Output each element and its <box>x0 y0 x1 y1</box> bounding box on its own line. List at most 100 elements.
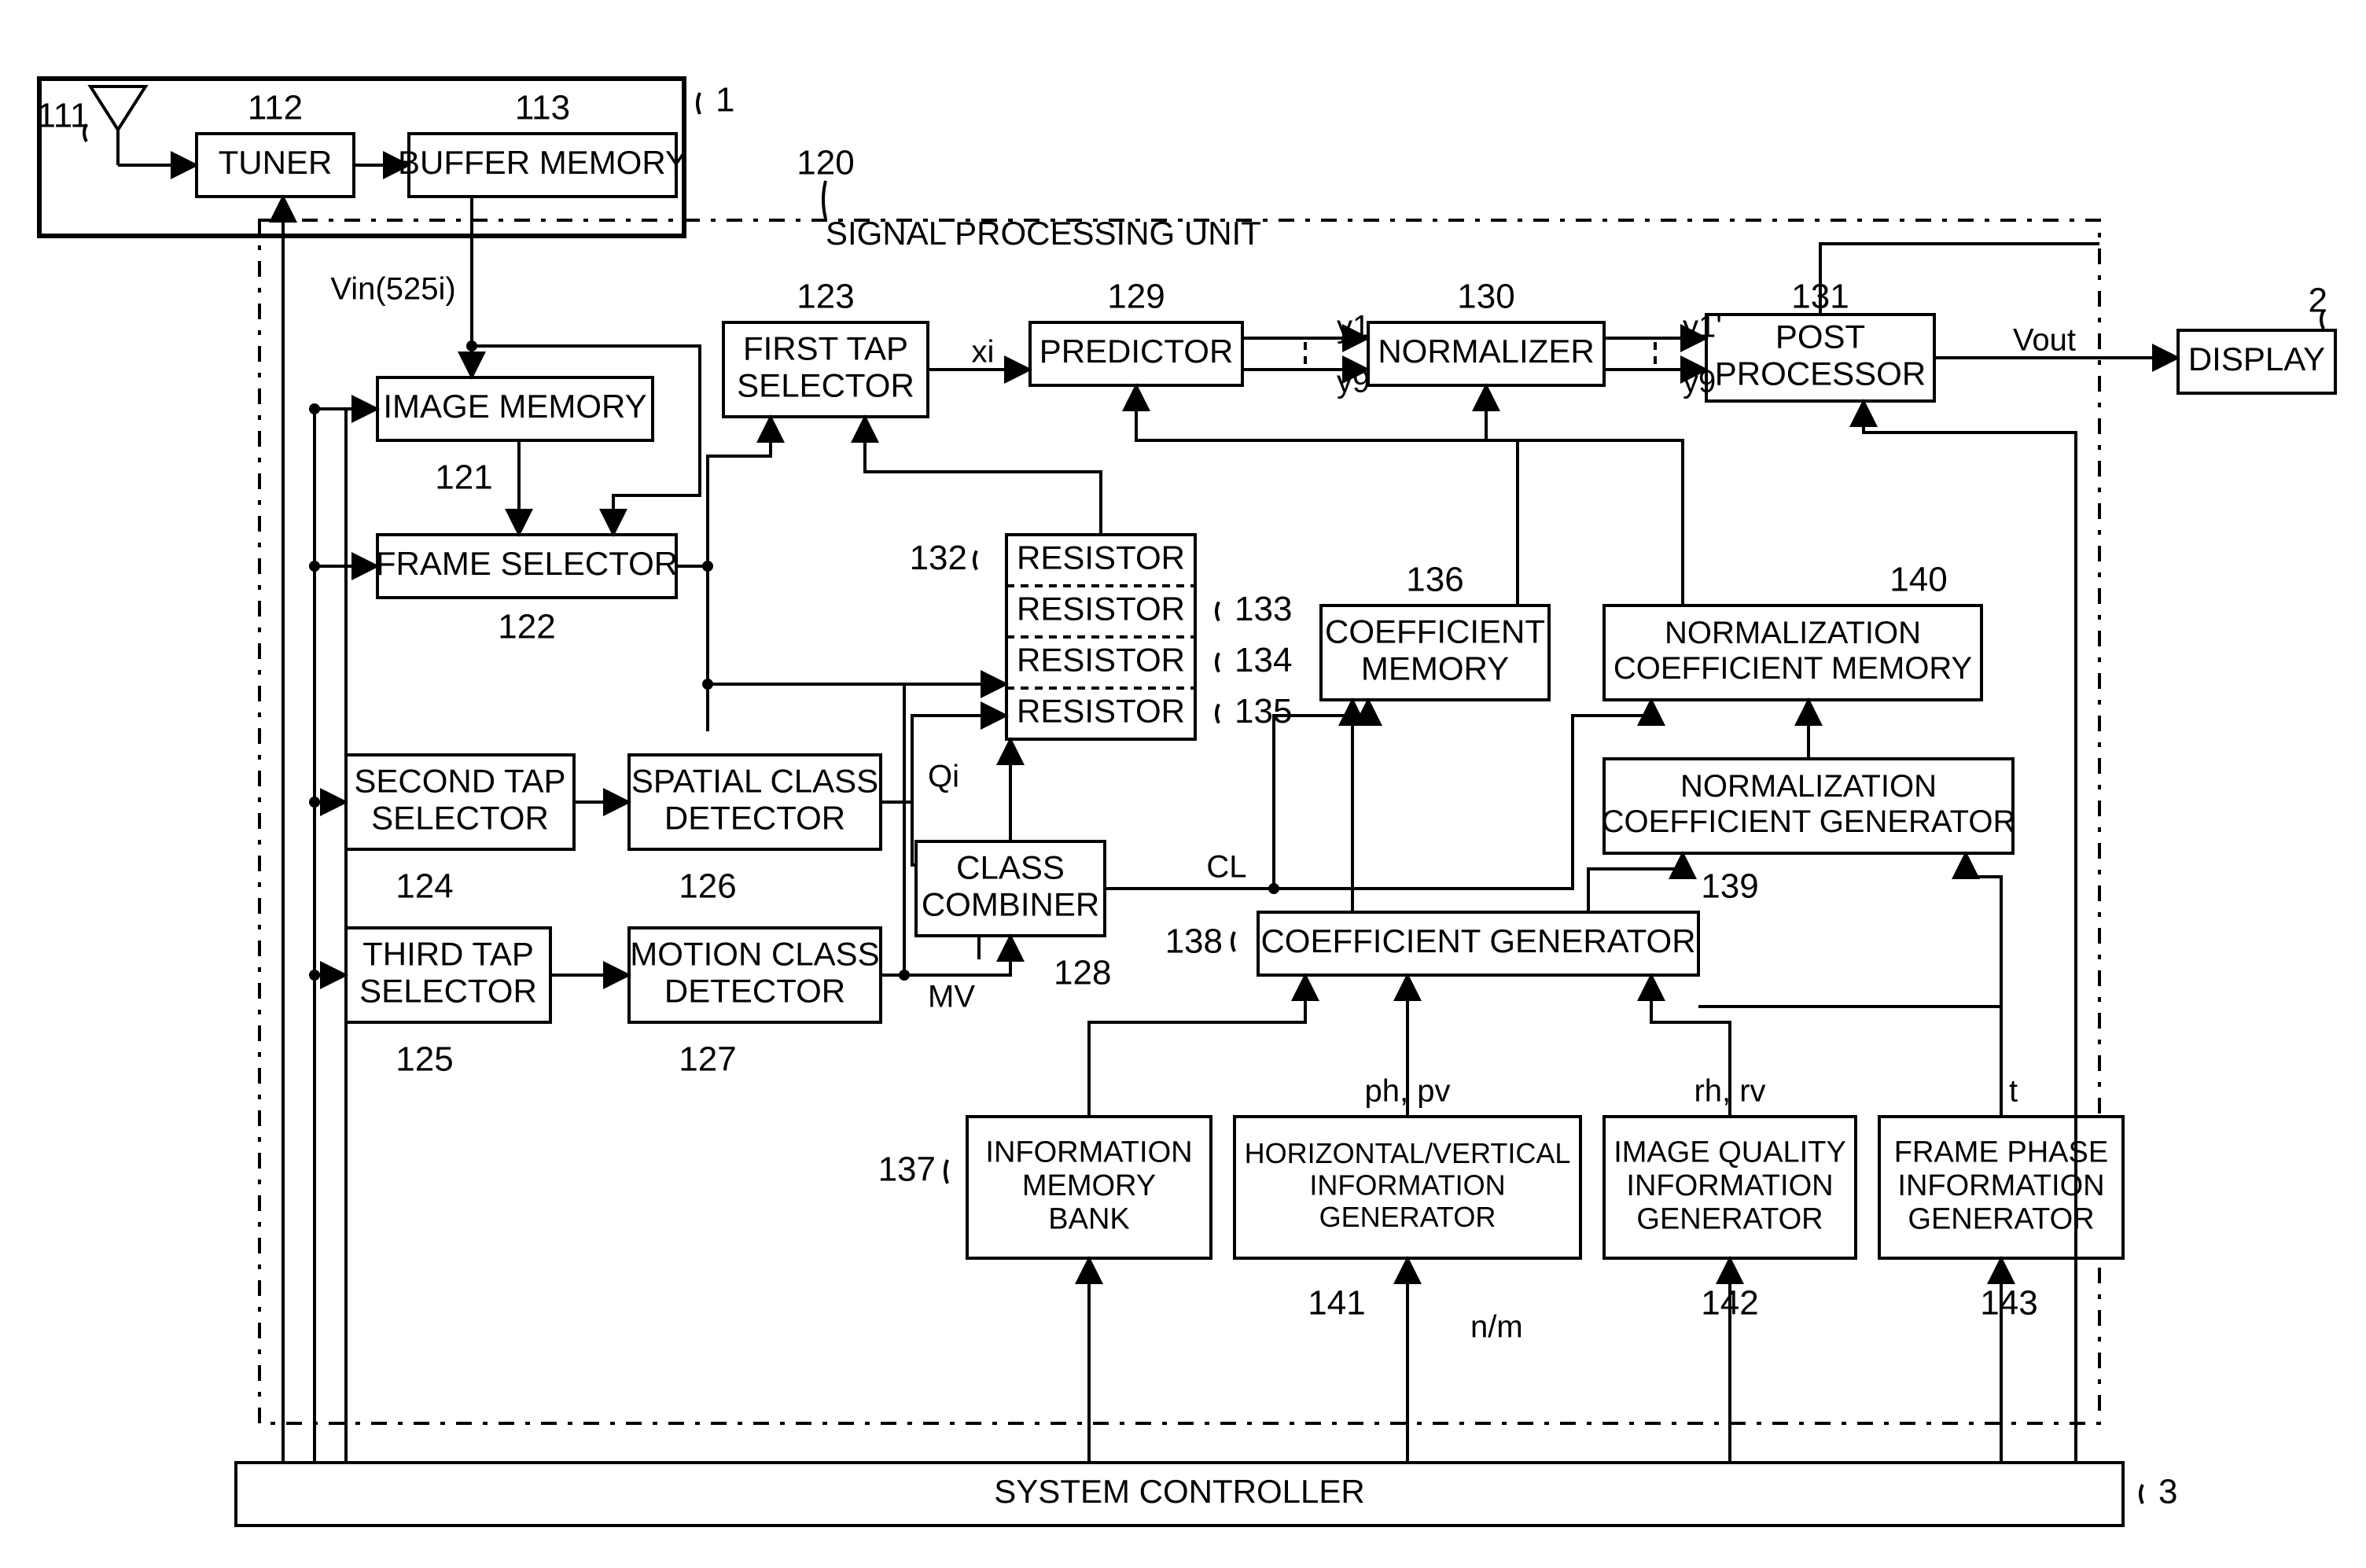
wire <box>1274 700 1651 889</box>
normalizer-block: NORMALIZER <box>1368 322 1604 385</box>
ref-information_memory_bank: 137 <box>878 1150 936 1189</box>
wire <box>865 417 1101 535</box>
coefficient-generator-block: COEFFICIENT GENERATOR <box>1258 912 1698 975</box>
third-tap-selector-block: THIRD TAPSELECTOR <box>346 928 550 1022</box>
ref-receiver_group: 1 <box>716 81 734 120</box>
motion-class-detector-block-label: DETECTOR <box>664 973 845 1010</box>
ref-motion_class_detector: 127 <box>679 1040 736 1079</box>
wire <box>1486 385 1683 605</box>
system-controller-block-label: SYSTEM CONTROLLER <box>994 1473 1364 1510</box>
first-tap-selector-block-label: FIRST TAP <box>743 330 908 367</box>
wire <box>1588 853 1683 912</box>
information-memory-bank-block-label: INFORMATION <box>985 1136 1192 1169</box>
leader <box>1216 653 1219 672</box>
ref-antenna: 111 <box>37 97 90 135</box>
signal-mv: MV <box>928 980 975 1014</box>
signal-vin: Vin(525i) <box>330 272 455 307</box>
spatial-class-detector-block-label: DETECTOR <box>664 800 845 837</box>
spatial-class-detector-block: SPATIAL CLASSDETECTOR <box>629 755 881 849</box>
spu-title: SIGNAL PROCESSING UNIT <box>826 215 1261 252</box>
information-memory-bank-block-label: BANK <box>1048 1203 1129 1236</box>
normalization-coefficient-generator-block-label: COEFFICIENT GENERATOR <box>1602 804 2016 839</box>
resistor-label: RESISTOR <box>1017 642 1185 679</box>
signal-ph_pv: ph, pv <box>1365 1074 1451 1109</box>
ref-system_controller: 3 <box>2158 1473 2177 1511</box>
image-memory-block-label: IMAGE MEMORY <box>383 388 646 425</box>
class-combiner-block: CLASSCOMBINER <box>916 841 1105 936</box>
post-processor-block: POSTPROCESSOR <box>1706 315 1934 401</box>
leader <box>1232 932 1235 951</box>
motion-class-detector-block: MOTION CLASSDETECTOR <box>629 928 881 1022</box>
coefficient-generator-block-label: COEFFICIENT GENERATOR <box>1260 922 1695 959</box>
ref-coefficient_memory: 136 <box>1406 561 1463 599</box>
signal-y1p: y1' <box>1683 310 1722 344</box>
signal-y9: y9 <box>1337 365 1370 399</box>
third-tap-selector-block-label: THIRD TAP <box>362 936 534 973</box>
spatial-class-detector-block-label: SPATIAL CLASS <box>631 763 878 800</box>
normalization-coefficient-generator-block: NORMALIZATIONCOEFFICIENT GENERATOR <box>1602 759 2016 853</box>
information-memory-bank-block-label: MEMORY <box>1022 1169 1156 1202</box>
hv-info-generator-block-label: INFORMATION <box>1309 1169 1505 1202</box>
ref-spatial_class_detector: 126 <box>679 867 736 906</box>
leader <box>2140 1485 2143 1504</box>
tuner-block-label: TUNER <box>219 144 333 181</box>
resistor-stack: RESISTOR RESISTOR RESISTOR RESISTOR <box>1006 535 1195 739</box>
ref-coefficient_generator: 138 <box>1165 922 1223 961</box>
ref-normalizer: 130 <box>1457 278 1514 316</box>
ref-normalization_coefficient_generator: 139 <box>1701 867 1758 906</box>
post-processor-block-label: POST <box>1775 318 1865 355</box>
class-combiner-block-label: COMBINER <box>922 886 1099 923</box>
resistor-label: RESISTOR <box>1017 539 1185 576</box>
display-block: DISPLAY <box>2178 330 2335 393</box>
frame-selector-block: FRAME SELECTOR <box>376 535 678 598</box>
ref-frame_selector: 122 <box>498 608 555 646</box>
frame-selector-block-label: FRAME SELECTOR <box>376 545 678 582</box>
ref-resistor_133: 133 <box>1235 590 1292 628</box>
image-memory-block: IMAGE MEMORY <box>377 377 653 440</box>
signal-t: t <box>2009 1074 2018 1109</box>
image-quality-info-generator-block-label: INFORMATION <box>1626 1169 1833 1202</box>
signal-n_m: n/m <box>1470 1310 1523 1345</box>
first-tap-selector-block: FIRST TAPSELECTOR <box>723 322 928 417</box>
ref-resistor_134: 134 <box>1235 641 1292 679</box>
block-diagram: 111TUNER112BUFFER MEMORY1131SIGNAL PROCE… <box>0 0 2366 1568</box>
normalizer-block-label: NORMALIZER <box>1378 333 1594 370</box>
frame-phase-info-generator-block-label: INFORMATION <box>1897 1169 2104 1202</box>
signal-y9p: y9' <box>1683 365 1722 399</box>
ref-frame_phase_info_gen: 143 <box>1980 1284 2037 1323</box>
antenna-icon <box>90 86 145 130</box>
wire <box>708 417 771 566</box>
ref-image_memory: 121 <box>435 458 492 497</box>
frame-phase-info-generator-block: FRAME PHASEINFORMATIONGENERATOR <box>1879 1117 2123 1258</box>
normalization-coefficient-generator-block-label: NORMALIZATION <box>1680 769 1937 804</box>
post-processor-block-label: PROCESSOR <box>1715 355 1926 392</box>
information-memory-bank-block: INFORMATIONMEMORYBANK <box>967 1117 1211 1258</box>
ref-third_tap_selector: 125 <box>396 1040 453 1079</box>
normalization-coefficient-memory-block-label: COEFFICIENT MEMORY <box>1614 651 1972 686</box>
second-tap-selector-block-label: SELECTOR <box>371 800 549 837</box>
coefficient-memory-block-label: COEFFICIENT <box>1325 613 1545 650</box>
signal-qi: Qi <box>928 760 959 794</box>
ref-predictor: 129 <box>1107 278 1165 316</box>
signal-xi: xi <box>972 335 995 370</box>
hv-info-generator-block: HORIZONTAL/VERTICALINFORMATIONGENERATOR <box>1235 1117 1580 1258</box>
wire <box>1820 244 2099 315</box>
leader <box>974 551 977 570</box>
signal-rh_rv: rh, rv <box>1694 1074 1765 1109</box>
leader <box>1216 602 1219 621</box>
tuner-block: TUNER <box>197 134 354 197</box>
class-combiner-block-label: CLASS <box>956 849 1065 886</box>
ref-tuner: 112 <box>248 89 303 127</box>
predictor-block-label: PREDICTOR <box>1039 333 1234 370</box>
coefficient-memory-block: COEFFICIENTMEMORY <box>1321 605 1549 700</box>
resistor-label: RESISTOR <box>1017 693 1185 730</box>
hv-info-generator-block-label: GENERATOR <box>1319 1201 1496 1233</box>
resistor-label: RESISTOR <box>1017 591 1185 628</box>
wire <box>912 716 1006 802</box>
ref-class_combiner: 128 <box>1054 954 1111 992</box>
leader <box>697 93 700 114</box>
ref-resistor_135: 135 <box>1235 692 1292 731</box>
ref-first_tap_selector: 123 <box>797 278 854 316</box>
signal-vout: Vout <box>2013 323 2076 358</box>
display-block-label: DISPLAY <box>2188 340 2325 377</box>
